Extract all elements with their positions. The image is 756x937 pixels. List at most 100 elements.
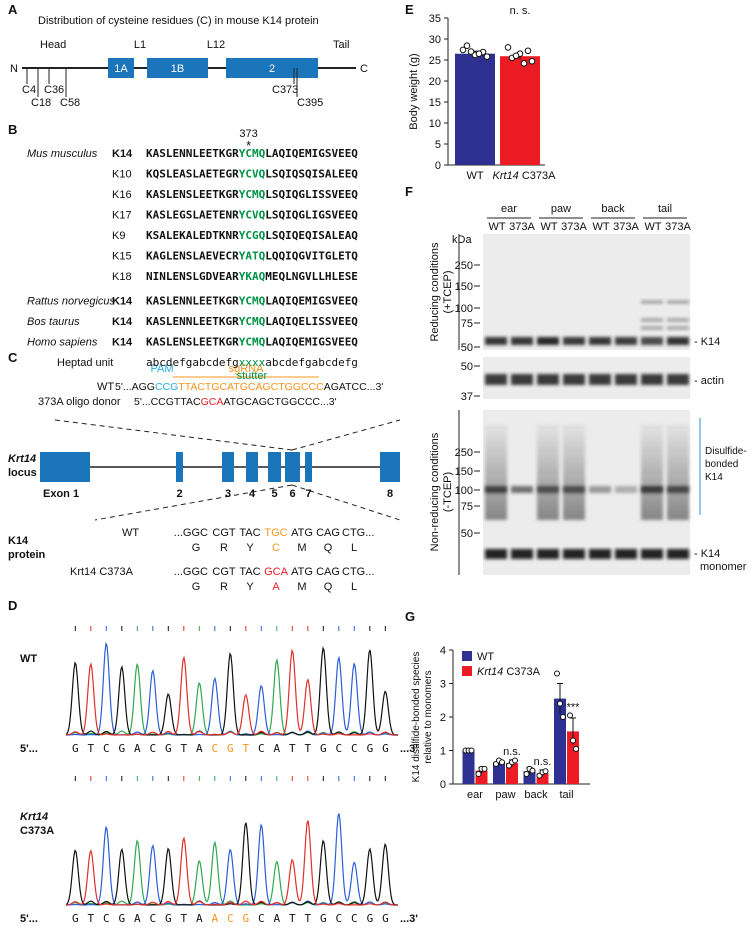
seq-part: KSALEKALEDTKNR [146,229,239,242]
cysteine-label: C373 [272,84,298,96]
point [520,60,528,67]
band [537,374,559,385]
text-part: Krt14 [493,170,519,182]
band [537,549,559,559]
mw-marker: 50 [461,361,473,373]
residue: G [192,581,201,593]
x-tick-label: back [524,789,548,801]
text-part: C373A [519,170,556,182]
protein: K14 [112,296,133,308]
lane-label: WT [644,221,661,233]
sequence: KASLEGSLAETENRYCVQLSQIQGLIGSVEEQ [146,209,358,222]
heptad: abcdefgabcdefgxxxxabcdefgabcdefg [146,356,358,369]
legend-swatch [462,666,472,676]
protein: K14 [112,316,133,328]
y-tick-label: 3 [440,679,446,691]
band [589,374,611,385]
condition-label: (+TCEP) [442,270,454,313]
base-part: ACG [212,912,259,925]
residue: L [351,581,357,593]
residue: R [220,542,228,554]
domain-label: 1B [171,63,184,75]
seq-part: YCVQ [239,168,266,181]
smear [537,425,559,520]
seq-part: LAQIQEMIGSVEEQ [265,336,358,349]
point [483,53,491,60]
band [511,549,533,559]
blot [483,234,690,350]
locus-label: locus [8,467,37,479]
seq-part: AGATCC...3' [324,381,384,393]
trace [65,646,398,736]
residue: C [272,542,280,554]
codon: CTG... [342,566,374,578]
region-label: Head [40,39,66,51]
allele-label: Krt14 C373A [70,566,134,578]
seq-part: KASLENSLEETKGR [146,188,239,201]
exon [246,452,258,482]
point [512,757,518,764]
legend-label: WT [477,651,494,663]
codon: TAC [239,527,260,539]
panel-title: Distribution of cysteine residues (C) in… [38,15,319,27]
seq-part: KASLEGSLAETENR [146,209,239,222]
exon [268,452,281,482]
protein: K14 [112,148,133,160]
y-tick-label: 2 [440,712,446,724]
trace [65,822,398,906]
species: Homo sapiens [27,337,98,349]
pam-label: PAM [150,363,173,375]
band [667,374,689,385]
allele-label: WT [97,381,114,393]
base-part: GTCGACGTA [72,742,212,755]
point [475,50,483,58]
mw-marker: 50 [461,342,473,354]
seq-part: LAQIQEMIGSVEEQ [265,295,358,308]
band [511,337,533,345]
seq-part: YCMQ [239,315,266,328]
mutation-seq: GCA [201,396,224,408]
annotation: n.s. [503,746,521,758]
tissue-label: back [601,203,625,215]
protein: K10 [112,169,132,181]
five-prime: 5'... [20,913,38,925]
seq-part: MEQLNGVLLHLESE [265,270,358,283]
seq-part: YCVQ [239,209,266,222]
y-axis-label: Body weight (g) [408,53,420,129]
species: Bos taurus [27,316,80,328]
region-label: Tail [333,39,350,51]
lane-label: WT [540,221,557,233]
donor-sequence: 5'...CCGTTACGCAATGCAGCTGGCCC...3' [134,396,337,408]
x-tick-label: ear [467,789,483,801]
mw-marker: 75 [461,501,473,513]
sequence: KASLENSLEETKGRYCMQLSQIQGLISSVEEQ [146,188,358,201]
point [475,770,482,777]
base-calls: GTCGACGTACGTCATTGCCGG [72,742,398,755]
panel-label: B [8,122,17,137]
sequence: KASLENNLEETKGRYCMQLAQIQEMIGSVEEQ [146,147,358,160]
sequence: KSALEKALEDTKNRYCGQLSQIQEQISALEAQ [146,229,358,242]
point [463,42,471,50]
residue: G [192,542,201,554]
y-tick-label: 25 [429,55,441,67]
panel-label: G [405,609,415,624]
seq-part: YCMQ [239,147,266,160]
y-tick-label: 30 [429,34,441,46]
mw-marker: 75 [461,318,473,330]
mw-marker: 50 [461,528,473,540]
exon-label: 7 [305,488,311,500]
band [511,486,533,493]
sgrna-seq: TTACTGCATGCAGCTGGCCC [178,381,324,393]
residue-marker: * [246,138,251,153]
exon [176,452,183,482]
x-tick-label: Krt14 C373A [493,170,557,182]
point [467,48,475,55]
point [567,712,573,719]
band [589,486,611,493]
seq-part: NINLENSLGDVEAR [146,270,239,283]
dash [291,484,401,521]
lane-label: 373A [561,221,587,233]
protein-name: K14 [8,535,29,547]
residue: Y [246,581,254,593]
codon: CAG [316,566,340,578]
